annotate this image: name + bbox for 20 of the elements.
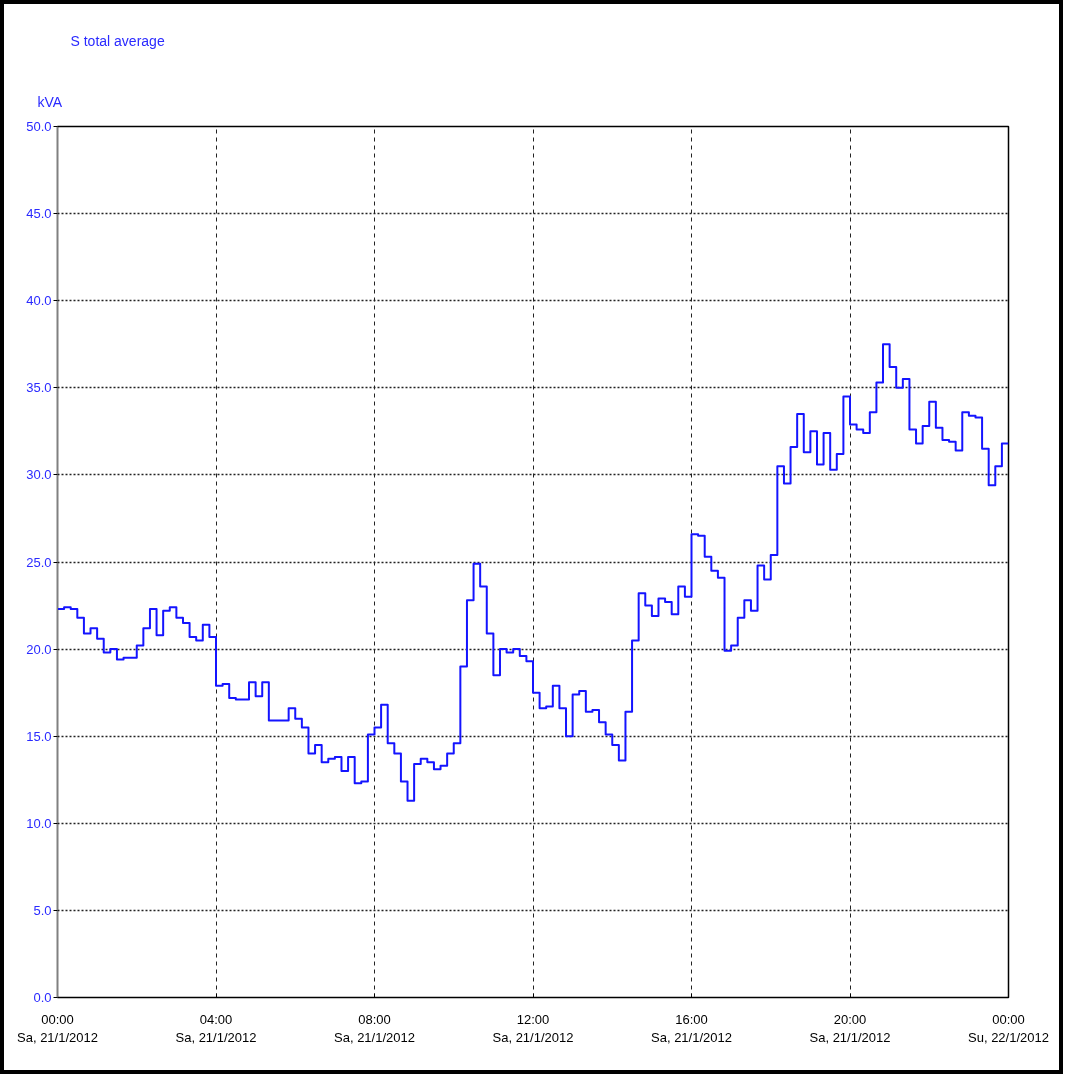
chart-title: S total average xyxy=(70,33,165,49)
x-tick-label: 16:00 Sa, 21/1/2012 xyxy=(651,1011,732,1045)
y-tick-label: 25.0 xyxy=(26,554,52,570)
x-tick-label: 12:00 Sa, 21/1/2012 xyxy=(492,1011,574,1045)
x-tick-label: 20:00 Sa, 21/1/2012 xyxy=(809,1011,891,1045)
y-tick-label: 10.0 xyxy=(26,815,52,831)
x-tick-label: 04:00 Sa, 21/1/2012 xyxy=(175,1011,257,1045)
x-tick-label: 00:00 Su, 22/1/2012 xyxy=(968,1011,1049,1045)
y-tick-label: 35.0 xyxy=(26,380,52,396)
y-axis-title: kVA xyxy=(37,94,63,110)
y-tick-label: 30.0 xyxy=(26,467,52,483)
y-tick-label: 45.0 xyxy=(26,206,52,222)
y-tick-label: 0.0 xyxy=(33,990,52,1005)
y-tick-label: 50.0 xyxy=(26,119,52,134)
y-tick-label: 40.0 xyxy=(26,293,52,309)
x-tick-label: 00:00 Sa, 21/1/2012 xyxy=(17,1011,98,1045)
y-tick-label: 15.0 xyxy=(26,728,52,744)
x-tick-label: 08:00 Sa, 21/1/2012 xyxy=(334,1011,415,1045)
y-tick-label: 5.0 xyxy=(33,902,52,918)
y-tick-label: 20.0 xyxy=(26,641,52,657)
